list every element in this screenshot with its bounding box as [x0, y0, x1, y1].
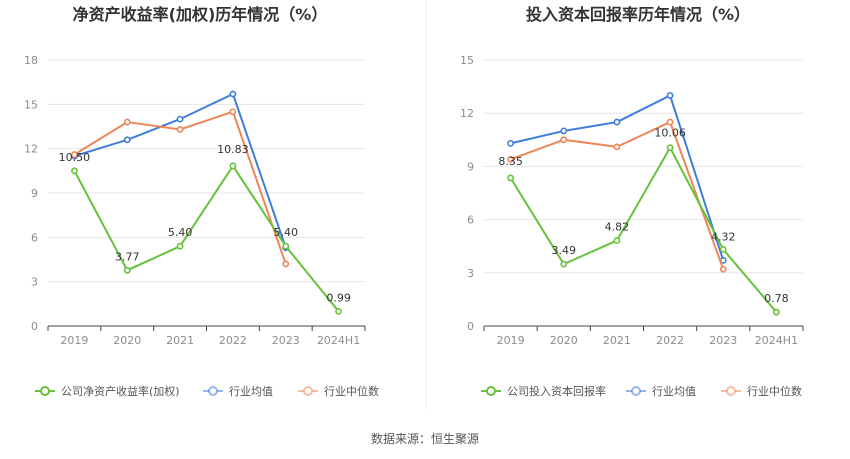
- x-tick-label: 2020: [550, 334, 578, 347]
- series-point: [560, 136, 568, 144]
- data-label: 4.32: [711, 230, 736, 243]
- series-point: [719, 245, 727, 253]
- legend-label: 公司净资产收益率(加权): [61, 384, 180, 398]
- source-note: 数据来源：恒生聚源: [371, 431, 479, 446]
- series-point: [71, 151, 78, 158]
- series-point: [666, 92, 674, 99]
- x-tick-label: 2023: [709, 334, 737, 347]
- series-point: [123, 118, 131, 126]
- x-tick-label: 2021: [603, 334, 631, 347]
- legend-swatch-marker: [726, 386, 736, 396]
- y-tick-label: 6: [467, 214, 474, 227]
- series-point: [282, 242, 290, 250]
- y-tick-label: 3: [467, 267, 474, 280]
- legend-swatch-marker: [631, 386, 641, 396]
- series-point: [560, 260, 568, 268]
- legend-label: 行业均值: [229, 385, 273, 398]
- y-tick-label: 3: [31, 276, 38, 289]
- y-tick-label: 9: [467, 160, 474, 173]
- data-label: 10.83: [217, 143, 249, 156]
- series-point: [176, 115, 184, 123]
- series-line: [73, 110, 287, 265]
- data-label: 0.78: [764, 292, 789, 305]
- x-tick-label: 2023: [272, 334, 300, 347]
- series-point: [719, 265, 727, 273]
- data-label: 8.35: [498, 155, 523, 168]
- x-tick-label: 2019: [497, 334, 525, 347]
- x-tick-label: 2024H1: [755, 334, 798, 347]
- series-point: [773, 308, 780, 316]
- series-point: [123, 266, 131, 274]
- x-tick-label: 2022: [656, 334, 684, 347]
- x-tick-label: 2019: [60, 334, 88, 347]
- legend-swatch-marker: [303, 386, 313, 396]
- chart-title: 净资产收益率(加权)历年情况（%）: [73, 5, 328, 24]
- data-label: 5.40: [274, 226, 299, 239]
- data-label: 10.50: [59, 151, 91, 164]
- data-label: 5.40: [168, 226, 193, 239]
- series-point: [176, 126, 184, 133]
- legend-label: 行业均值: [652, 385, 696, 398]
- y-tick-label: 0: [467, 320, 474, 333]
- series-point: [613, 143, 621, 151]
- series-point: [335, 307, 342, 315]
- series-line: [73, 164, 340, 312]
- series-point: [613, 118, 621, 126]
- x-tick-label: 2024H1: [317, 334, 360, 347]
- data-label: 3.77: [115, 250, 140, 263]
- legend-label: 公司投入资本回报率: [507, 384, 606, 398]
- legend-label: 行业中位数: [324, 384, 379, 398]
- series-point: [666, 118, 674, 126]
- series-point: [229, 108, 237, 116]
- y-tick-label: 0: [31, 320, 38, 333]
- data-label: 4.82: [605, 221, 630, 234]
- y-tick-label: 15: [460, 54, 474, 67]
- series-point: [507, 139, 514, 147]
- x-tick-label: 2020: [113, 334, 141, 347]
- series-point: [229, 90, 237, 98]
- series-point: [176, 242, 184, 250]
- data-label: 0.99: [326, 291, 351, 304]
- roe-chart: 净资产收益率(加权)历年情况（%） 0 3 6 9 12 15 18 2019 2020 2021 2…: [24, 5, 379, 398]
- roic-chart: 投入资本回报率历年情况（%） 0 3 6 9 12 15 2019 2020 2021 2022 20…: [460, 5, 804, 398]
- x-tick-label: 2022: [219, 334, 247, 347]
- series-point: [123, 136, 131, 144]
- y-tick-label: 9: [31, 187, 38, 200]
- series-point: [507, 155, 514, 163]
- series-point: [282, 260, 290, 268]
- y-tick-label: 6: [31, 231, 38, 244]
- y-tick-label: 18: [24, 54, 38, 67]
- y-tick-label: 12: [24, 143, 38, 156]
- data-label: 10.06: [654, 127, 686, 140]
- data-label: 3.49: [552, 244, 577, 257]
- legend-swatch-marker: [40, 386, 50, 396]
- series-point: [666, 144, 674, 152]
- legend-swatch-marker: [486, 386, 496, 396]
- series-point: [71, 167, 78, 175]
- y-tick-label: 12: [460, 107, 474, 120]
- series-line: [509, 146, 778, 313]
- series-point: [507, 174, 514, 182]
- y-tick-label: 15: [24, 98, 38, 111]
- x-tick-label: 2021: [166, 334, 194, 347]
- legend-swatch-marker: [208, 386, 218, 396]
- chart-title: 投入资本回报率历年情况（%）: [526, 5, 750, 24]
- series-point: [560, 127, 568, 135]
- legend-label: 行业中位数: [747, 384, 802, 398]
- series-point: [229, 162, 237, 170]
- series-point: [613, 237, 621, 244]
